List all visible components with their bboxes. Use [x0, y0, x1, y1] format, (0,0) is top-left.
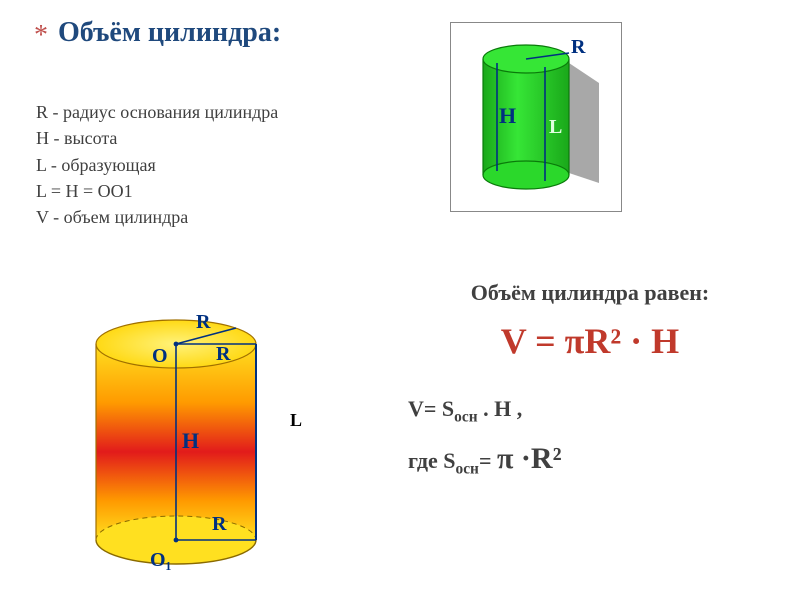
- def-l-eq: L = H = OO1: [36, 179, 356, 203]
- sosn-formula: где Sосн= π ·R²: [408, 442, 780, 478]
- def-v: V - объем цилиндра: [36, 205, 356, 229]
- green-label-l: L: [549, 116, 562, 138]
- green-label-h: H: [499, 103, 516, 128]
- green-label-r: R: [571, 36, 586, 58]
- yellow-label-o1: O₁: [150, 549, 172, 571]
- secondary-formula: V= Sосн . H ,: [408, 396, 780, 426]
- sosn-big: π ·R²: [497, 442, 562, 475]
- sosn-sub: осн: [456, 461, 479, 478]
- sosn-prefix: где S: [408, 448, 456, 473]
- definitions-block: R - радиус основания цилиндра H - высота…: [36, 100, 356, 231]
- sec-mid: . H ,: [478, 396, 523, 421]
- yellow-cylinder-box: R R O H R O₁: [66, 308, 286, 578]
- def-l: L - образующая: [36, 153, 356, 177]
- yellow-label-o: O: [152, 345, 168, 367]
- green-cylinder-box: R H L: [450, 22, 622, 212]
- title-asterisk: *: [34, 20, 48, 52]
- external-l-label: L: [290, 410, 302, 431]
- def-r: R - радиус основания цилиндра: [36, 100, 356, 124]
- yellow-cylinder-svg: R R O H R O₁: [66, 308, 286, 578]
- formula-block: Объём цилиндра равен: V = πR² · H V= Sос…: [400, 280, 780, 479]
- yellow-label-r3: R: [212, 513, 227, 535]
- yellow-label-r1: R: [196, 311, 211, 333]
- green-cylinder-svg: R H L: [461, 33, 611, 201]
- sec-prefix: V= S: [408, 396, 454, 421]
- sosn-eq: =: [479, 448, 497, 473]
- def-r-text: R - радиус основания цилиндра: [36, 102, 278, 122]
- yellow-label-h: H: [182, 428, 199, 453]
- main-formula: V = πR² · H: [400, 320, 780, 362]
- equals-title: Объём цилиндра равен:: [400, 280, 780, 306]
- yellow-label-r2: R: [216, 343, 231, 365]
- page-title: Объём цилиндра:: [58, 18, 356, 49]
- sec-sub: осн: [454, 408, 477, 425]
- def-h: H - высота: [36, 126, 356, 150]
